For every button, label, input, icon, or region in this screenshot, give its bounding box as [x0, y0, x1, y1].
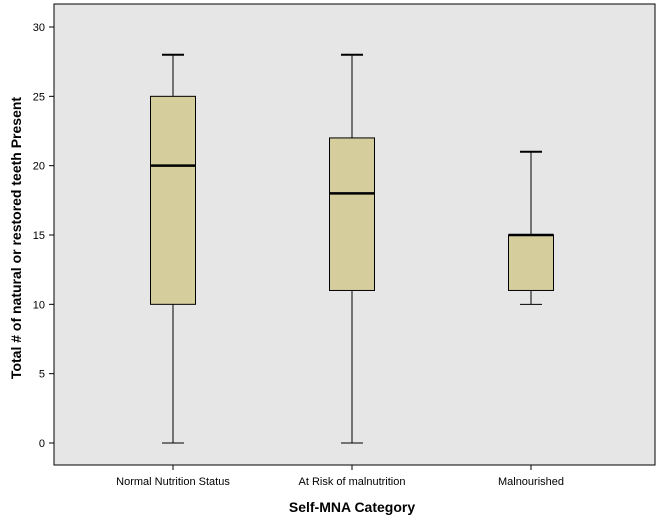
y-axis-title: Total # of natural or restored teeth Pre…	[8, 97, 24, 379]
y-tick-label: 25	[33, 91, 45, 103]
x-axis: Normal Nutrition Status At Risk of malnut…	[116, 465, 564, 488]
x-tick-label: At Risk of malnutrition	[299, 476, 406, 488]
box-3	[508, 150, 554, 305]
y-tick-label: 15	[33, 230, 45, 242]
x-tick-label: Malnourished	[498, 476, 564, 488]
iqr-box	[150, 95, 196, 305]
y-tick-label: 30	[33, 22, 45, 34]
y-tick-label: 0	[39, 438, 45, 450]
iqr-box	[508, 234, 554, 291]
box-2	[329, 53, 375, 444]
box-1	[150, 53, 196, 444]
y-tick-label: 5	[39, 369, 45, 381]
iqr-box	[329, 137, 375, 291]
x-axis-title: Self-MNA Category	[289, 499, 415, 515]
y-tick-label: 20	[33, 161, 45, 173]
y-tick-label: 10	[33, 299, 45, 311]
y-axis: 0 5 10 15 20 25 30	[33, 22, 54, 450]
x-tick-label: Normal Nutrition Status	[116, 476, 230, 488]
boxes	[150, 53, 554, 444]
